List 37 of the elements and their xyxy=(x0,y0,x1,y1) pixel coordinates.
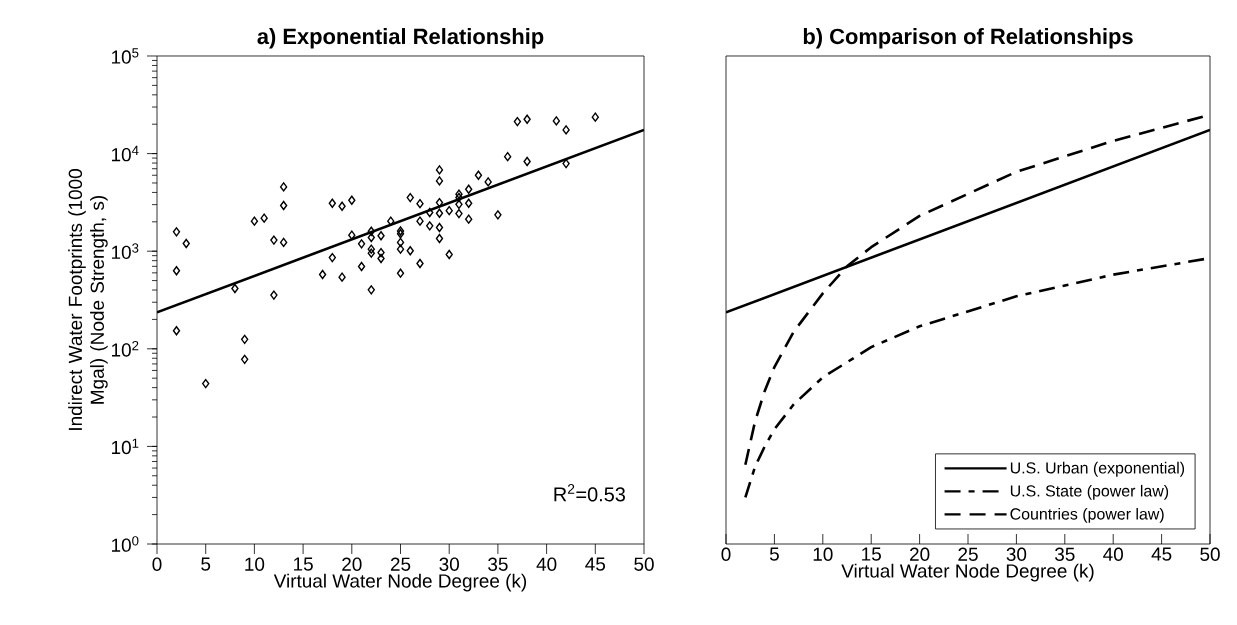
x-tick-label: 15 xyxy=(294,557,313,571)
legend-label: Countries (power law) xyxy=(1010,507,1164,523)
x-tick-label: 0 xyxy=(721,547,731,561)
chart-title: b) Comparison of Relationships xyxy=(803,28,1133,49)
y-tick-label: 10$^{2}$ xyxy=(112,340,139,357)
x-tick-label: 20 xyxy=(910,547,930,561)
x-tick-label: 5 xyxy=(769,547,779,561)
x-tick-label: 40 xyxy=(536,557,557,571)
x-tick-label: 20 xyxy=(342,557,362,571)
x-tick-label: 45 xyxy=(585,557,606,571)
x-tick-label: 35 xyxy=(1055,547,1075,561)
y-tick-label: 10$^{4}$ xyxy=(112,145,139,162)
x-tick-label: 50 xyxy=(634,557,654,571)
x-tick-label: 25 xyxy=(958,547,978,561)
x-tick-label: 45 xyxy=(1151,547,1172,561)
x-tick-label: 50 xyxy=(1200,547,1220,561)
legend-label: U.S. State (power law) xyxy=(1010,484,1169,500)
x-tick-label: 10 xyxy=(813,547,833,561)
x-tick-label: 25 xyxy=(390,557,411,571)
x-tick-label: 40 xyxy=(1103,547,1123,561)
y-tick-label: 10$^{1}$ xyxy=(112,438,139,455)
y-tick-label: 10$^{0}$ xyxy=(112,536,139,552)
x-axis-title: Virtual Water Node Degree (k) xyxy=(273,573,527,592)
y-tick-label: 10$^{5}$ xyxy=(112,48,139,64)
chart-title: a) Exponential Relationship xyxy=(257,28,544,49)
y-tick-label: 10$^{3}$ xyxy=(112,243,139,260)
x-tick-label: 30 xyxy=(439,557,459,571)
x-tick-label: 35 xyxy=(488,557,508,571)
x-axis-title: Virtual Water Node Degree (k) xyxy=(841,563,1094,582)
x-tick-label: 15 xyxy=(862,547,881,561)
x-tick-label: 0 xyxy=(152,557,162,571)
x-tick-label: 10 xyxy=(245,557,265,571)
x-tick-label: 5 xyxy=(201,557,211,571)
x-tick-label: 30 xyxy=(1006,547,1027,561)
y-axis-title: Indirect Water Footprints (1000 Mgal) (Node Strength, s) xyxy=(68,169,108,430)
legend-label: U.S. Urban (exponential) xyxy=(1010,461,1185,477)
annotation: R$^{2}$=0.53 xyxy=(554,483,625,502)
